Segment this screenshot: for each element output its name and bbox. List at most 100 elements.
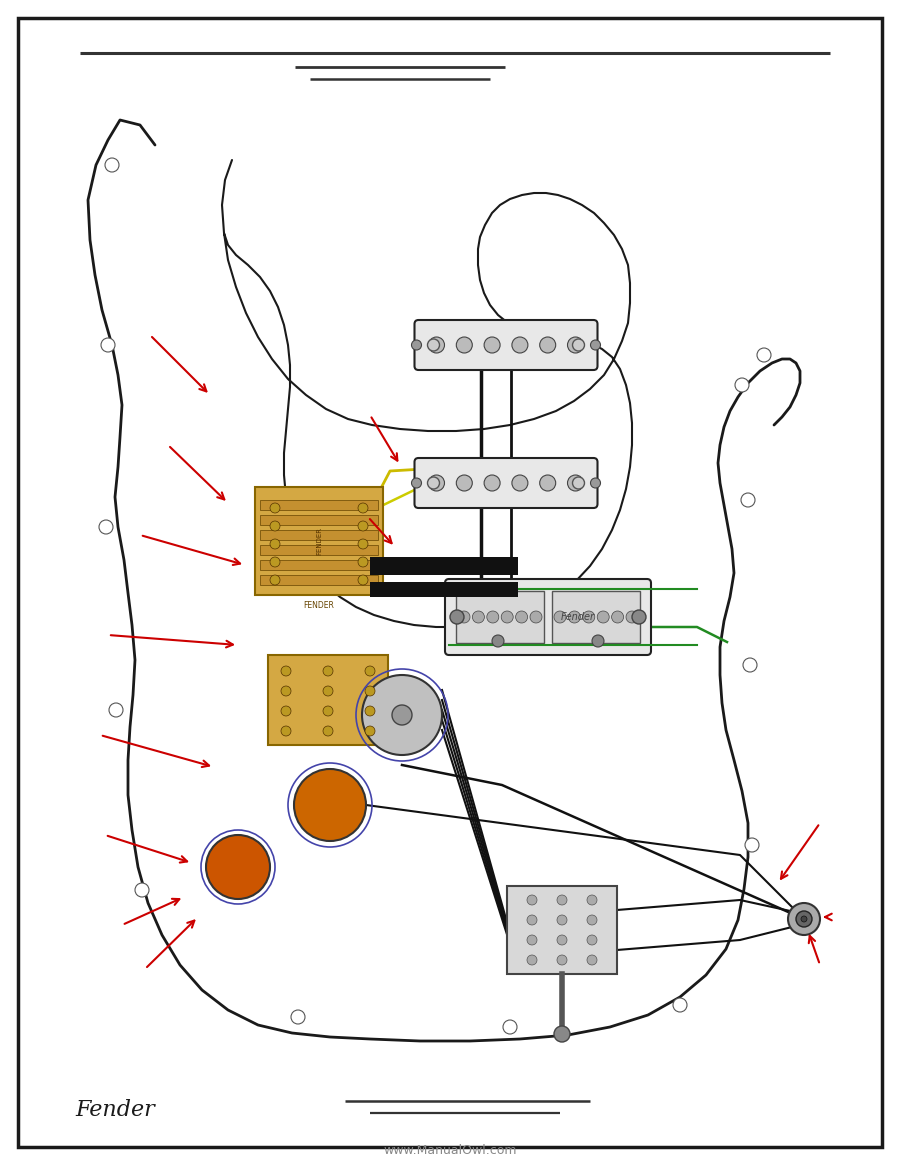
- Text: FENDER: FENDER: [316, 527, 322, 555]
- Circle shape: [527, 955, 537, 965]
- Circle shape: [294, 769, 366, 841]
- Circle shape: [554, 610, 566, 623]
- Circle shape: [796, 911, 812, 927]
- Circle shape: [358, 576, 368, 585]
- Circle shape: [428, 475, 445, 490]
- Circle shape: [527, 935, 537, 945]
- Circle shape: [358, 539, 368, 549]
- Circle shape: [365, 706, 375, 716]
- Circle shape: [590, 478, 600, 488]
- Bar: [370, 582, 518, 596]
- Circle shape: [458, 610, 470, 623]
- Circle shape: [358, 521, 368, 531]
- Circle shape: [572, 476, 584, 489]
- Bar: [255, 487, 383, 595]
- Circle shape: [590, 340, 600, 350]
- Circle shape: [501, 610, 513, 623]
- Circle shape: [365, 666, 375, 676]
- Circle shape: [557, 895, 567, 905]
- Circle shape: [206, 835, 270, 899]
- Circle shape: [626, 610, 638, 623]
- Circle shape: [557, 955, 567, 965]
- Circle shape: [456, 475, 472, 490]
- Circle shape: [428, 337, 445, 353]
- Bar: [260, 576, 378, 585]
- Circle shape: [281, 726, 291, 736]
- Circle shape: [512, 475, 528, 490]
- Circle shape: [743, 658, 757, 672]
- Text: Fender: Fender: [561, 612, 595, 622]
- Circle shape: [270, 576, 280, 585]
- Circle shape: [741, 493, 755, 507]
- Circle shape: [450, 610, 464, 624]
- Circle shape: [99, 520, 113, 534]
- FancyBboxPatch shape: [445, 579, 651, 655]
- Circle shape: [270, 521, 280, 531]
- Bar: [260, 560, 378, 570]
- Circle shape: [291, 1010, 305, 1024]
- FancyBboxPatch shape: [415, 458, 598, 508]
- Circle shape: [598, 610, 609, 623]
- Circle shape: [323, 666, 333, 676]
- Circle shape: [428, 476, 439, 489]
- Circle shape: [492, 635, 504, 647]
- Text: www.ManualOwl.com: www.ManualOwl.com: [383, 1144, 517, 1157]
- Circle shape: [135, 883, 149, 897]
- Circle shape: [612, 610, 624, 623]
- Circle shape: [411, 478, 421, 488]
- Circle shape: [411, 340, 421, 350]
- Bar: [456, 591, 544, 643]
- Circle shape: [745, 838, 759, 852]
- Circle shape: [109, 702, 123, 716]
- FancyBboxPatch shape: [415, 320, 598, 370]
- Bar: [268, 655, 388, 744]
- Circle shape: [587, 955, 597, 965]
- Circle shape: [392, 705, 412, 725]
- Circle shape: [801, 916, 807, 922]
- Circle shape: [270, 503, 280, 513]
- Circle shape: [428, 339, 439, 351]
- Circle shape: [503, 1021, 517, 1035]
- Circle shape: [105, 158, 119, 172]
- Circle shape: [568, 337, 583, 353]
- Circle shape: [281, 666, 291, 676]
- Circle shape: [587, 935, 597, 945]
- Bar: [552, 591, 640, 643]
- Circle shape: [587, 915, 597, 925]
- Circle shape: [572, 339, 584, 351]
- Circle shape: [472, 610, 484, 623]
- Circle shape: [484, 337, 500, 353]
- Circle shape: [557, 915, 567, 925]
- Circle shape: [323, 686, 333, 696]
- Circle shape: [101, 338, 115, 352]
- Circle shape: [735, 377, 749, 391]
- Circle shape: [323, 726, 333, 736]
- Circle shape: [583, 610, 595, 623]
- Bar: [260, 530, 378, 541]
- Text: FENDER: FENDER: [303, 601, 335, 610]
- Circle shape: [788, 903, 820, 935]
- Circle shape: [673, 998, 687, 1012]
- Circle shape: [632, 610, 646, 624]
- Circle shape: [568, 475, 583, 490]
- Circle shape: [554, 1026, 570, 1042]
- Circle shape: [512, 337, 528, 353]
- Bar: [260, 545, 378, 555]
- Circle shape: [592, 635, 604, 647]
- Circle shape: [281, 686, 291, 696]
- Bar: [260, 515, 378, 525]
- Circle shape: [456, 337, 472, 353]
- Circle shape: [358, 557, 368, 567]
- Circle shape: [358, 503, 368, 513]
- Circle shape: [557, 935, 567, 945]
- Bar: [260, 500, 378, 510]
- Bar: [507, 887, 617, 974]
- Circle shape: [530, 610, 542, 623]
- Circle shape: [484, 475, 500, 490]
- Circle shape: [365, 726, 375, 736]
- Circle shape: [527, 915, 537, 925]
- Circle shape: [569, 610, 580, 623]
- Circle shape: [270, 557, 280, 567]
- Circle shape: [540, 337, 555, 353]
- Text: Fender: Fender: [75, 1099, 155, 1121]
